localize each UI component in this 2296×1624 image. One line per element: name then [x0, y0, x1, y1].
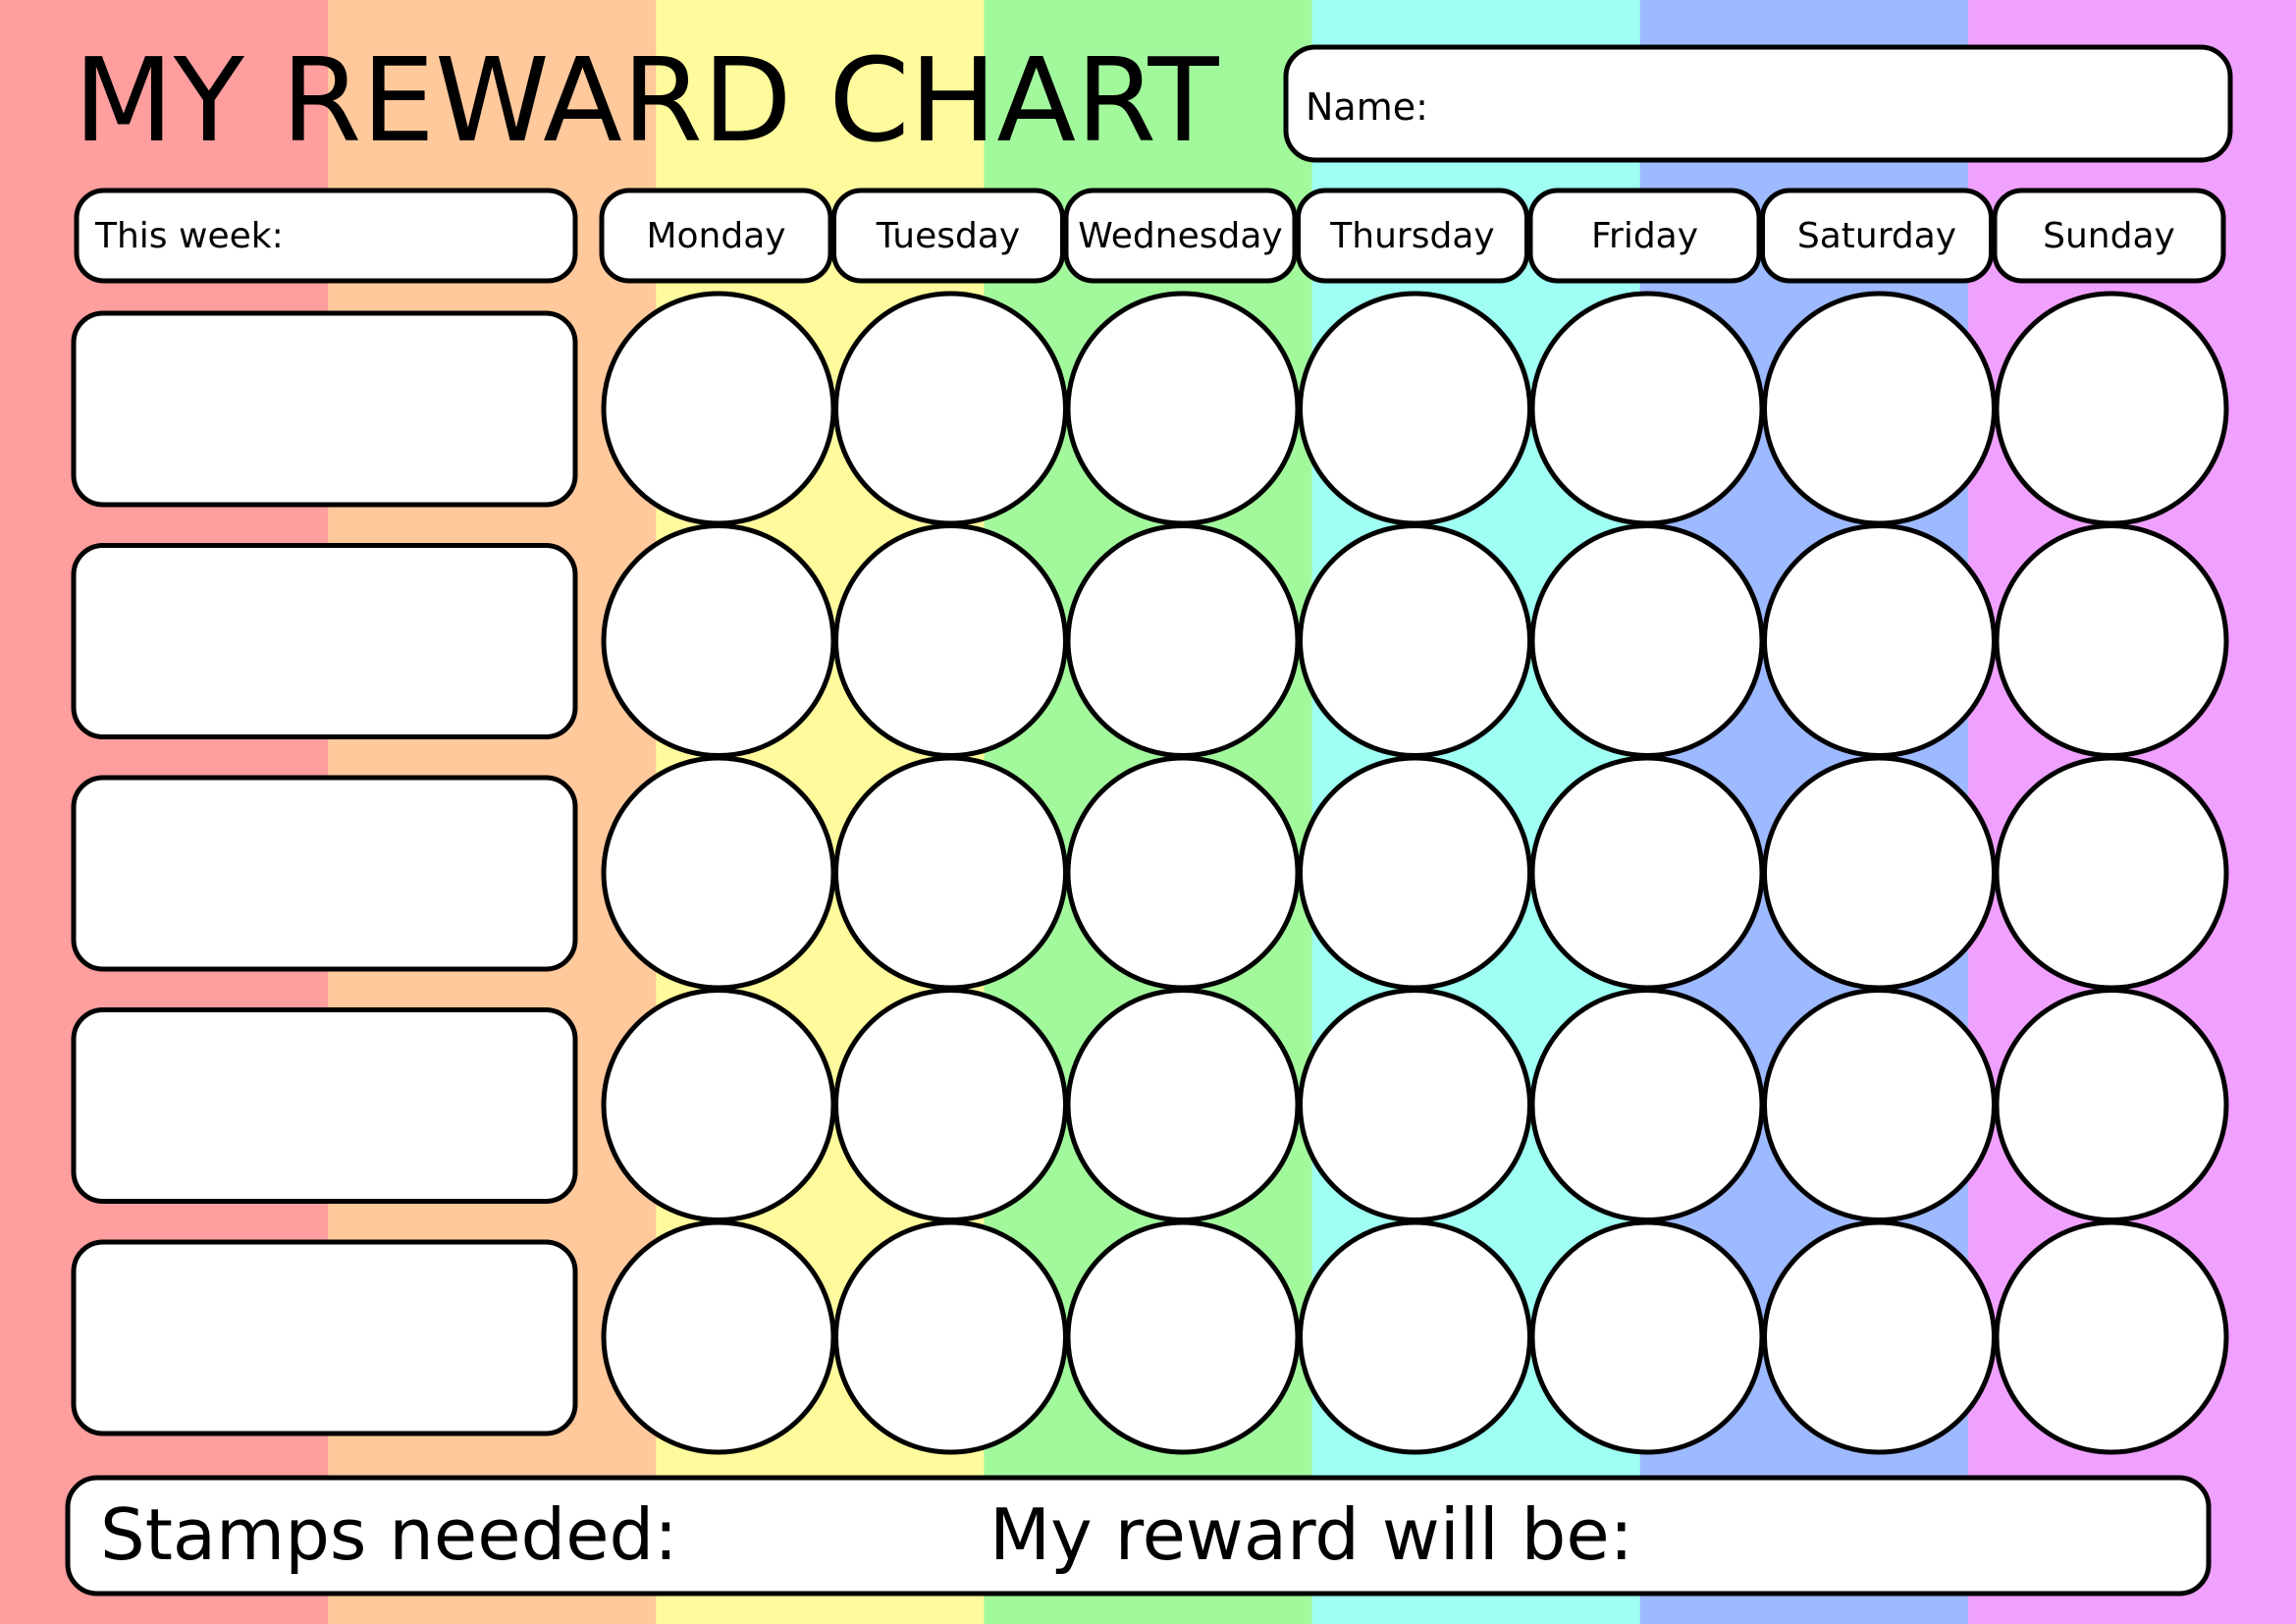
task-row [71, 988, 2229, 1222]
day-label: Monday [646, 216, 785, 256]
day-box [1296, 188, 1529, 284]
this-week-field[interactable]: This week: [74, 188, 578, 284]
stamp-circle[interactable] [601, 1219, 836, 1455]
task-row [71, 755, 2229, 991]
stamp-circle[interactable] [1065, 988, 1301, 1222]
stamp-circle[interactable] [1298, 523, 1532, 758]
day-box [599, 188, 833, 284]
stamp-circle[interactable] [1298, 755, 1532, 991]
stamp-circle[interactable] [1994, 1219, 2229, 1455]
day-header-sunday: Sunday [1992, 188, 2226, 284]
stamp-circle[interactable] [601, 523, 836, 758]
stamp-circle[interactable] [1529, 988, 1765, 1222]
stamp-circle[interactable] [601, 291, 836, 526]
day-label: Saturday [1797, 216, 1956, 256]
day-label: Wednesday [1078, 216, 1282, 256]
task-row [71, 291, 2229, 526]
stamp-circle[interactable] [1065, 755, 1301, 991]
stamp-circle[interactable] [1994, 523, 2229, 758]
stamp-circle[interactable] [833, 1219, 1068, 1455]
task-rows [71, 291, 2229, 1455]
footer-box[interactable]: Stamps needed: My reward will be: [65, 1475, 2212, 1597]
day-box [1527, 188, 1762, 284]
stamp-circle[interactable] [1994, 755, 2229, 991]
stamp-circle[interactable] [1529, 291, 1765, 526]
stamp-circle[interactable] [1065, 291, 1301, 526]
task-label-box[interactable] [71, 1239, 578, 1436]
reward-label: My reward will be: [989, 1493, 1633, 1576]
day-label: Tuesday [876, 216, 1020, 256]
stamp-circle[interactable] [833, 988, 1068, 1222]
day-header-tuesday: Tuesday [831, 188, 1065, 284]
day-box [831, 188, 1065, 284]
name-box[interactable] [1283, 44, 2233, 163]
chart-title: MY REWARD CHART [74, 32, 1219, 168]
stamp-circle[interactable] [601, 755, 836, 991]
day-header-saturday: Saturday [1760, 188, 1994, 284]
stamp-circle[interactable] [601, 988, 836, 1222]
stamp-circle[interactable] [1994, 291, 2229, 526]
stamp-circle[interactable] [1762, 291, 1997, 526]
name-field[interactable]: Name: [1283, 44, 2233, 163]
stamp-circle[interactable] [1065, 1219, 1301, 1455]
this-week-box[interactable] [74, 188, 578, 284]
stamp-circle[interactable] [1762, 988, 1997, 1222]
footer-rect[interactable] [65, 1475, 2212, 1597]
day-header-thursday: Thursday [1296, 188, 1529, 284]
day-header-friday: Friday [1527, 188, 1762, 284]
stamp-circle[interactable] [833, 523, 1068, 758]
stamp-circle[interactable] [1762, 755, 1997, 991]
this-week-label: This week: [94, 216, 284, 256]
task-row [71, 1219, 2229, 1455]
task-label-box[interactable] [71, 1007, 578, 1204]
day-label: Sunday [2043, 216, 2175, 256]
day-header-monday: Monday [599, 188, 833, 284]
stamp-circle[interactable] [1762, 1219, 1997, 1455]
day-label: Thursday [1329, 216, 1494, 256]
task-row [71, 523, 2229, 758]
stamp-circle[interactable] [1298, 988, 1532, 1222]
stamp-circle[interactable] [833, 755, 1068, 991]
stamp-circle[interactable] [1065, 523, 1301, 758]
day-box [1760, 188, 1994, 284]
day-box [1992, 188, 2226, 284]
task-label-box[interactable] [71, 543, 578, 739]
stamps-needed-label: Stamps needed: [100, 1493, 677, 1576]
stamp-circle[interactable] [1298, 1219, 1532, 1455]
stamp-circle[interactable] [1762, 523, 1997, 758]
day-headers: Monday Tuesday Wednesday Thursday Friday Satu… [599, 188, 2226, 284]
stamp-circle[interactable] [1994, 988, 2229, 1222]
day-box [1063, 188, 1298, 284]
stamp-circle[interactable] [1298, 291, 1532, 526]
day-header-wednesday: Wednesday [1063, 188, 1298, 284]
stamp-circle[interactable] [1529, 755, 1765, 991]
stamp-circle[interactable] [1529, 1219, 1765, 1455]
stamp-circle[interactable] [1529, 523, 1765, 758]
task-label-box[interactable] [71, 310, 578, 508]
task-label-box[interactable] [71, 775, 578, 972]
stamp-circle[interactable] [833, 291, 1068, 526]
name-label: Name: [1306, 85, 1428, 129]
day-label: Friday [1591, 216, 1698, 256]
